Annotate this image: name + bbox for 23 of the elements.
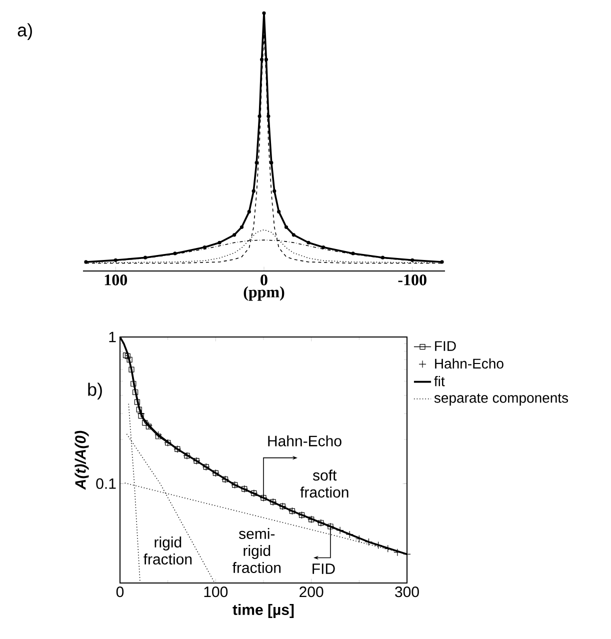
text: b) bbox=[88, 382, 102, 400]
annotation: semi-rigid fraction bbox=[232, 528, 281, 574]
x-axis-title: (ppm) bbox=[244, 286, 284, 301]
y-tick-label: 1 bbox=[109, 332, 116, 342]
x-tick-label: 100 bbox=[104, 274, 128, 286]
annotation: soft fraction bbox=[300, 470, 348, 498]
y-axis-title: A(t)/A(0) bbox=[74, 430, 89, 490]
x-tick-label: -100 bbox=[398, 274, 426, 286]
x-tick-label: 0 bbox=[260, 274, 268, 286]
y-tick-label: 0.1 bbox=[96, 478, 116, 489]
annotation: FID bbox=[312, 564, 335, 574]
x-tick-label: 200 bbox=[300, 586, 324, 598]
legend-label: Hahn-Echo bbox=[435, 358, 504, 369]
legend-label: separate components bbox=[434, 394, 568, 406]
legend-label: fit bbox=[434, 376, 445, 386]
annotation: rigid fraction bbox=[144, 536, 192, 565]
x-tick-label: 100 bbox=[204, 586, 228, 598]
annotation: Hahn-Echo bbox=[268, 435, 342, 446]
x-axis-title: time [µs] bbox=[232, 604, 294, 618]
legend-label: FID bbox=[435, 341, 456, 351]
x-tick-label: 0 bbox=[116, 586, 124, 598]
text: a) bbox=[18, 23, 32, 40]
x-tick-label: 300 bbox=[395, 586, 419, 598]
